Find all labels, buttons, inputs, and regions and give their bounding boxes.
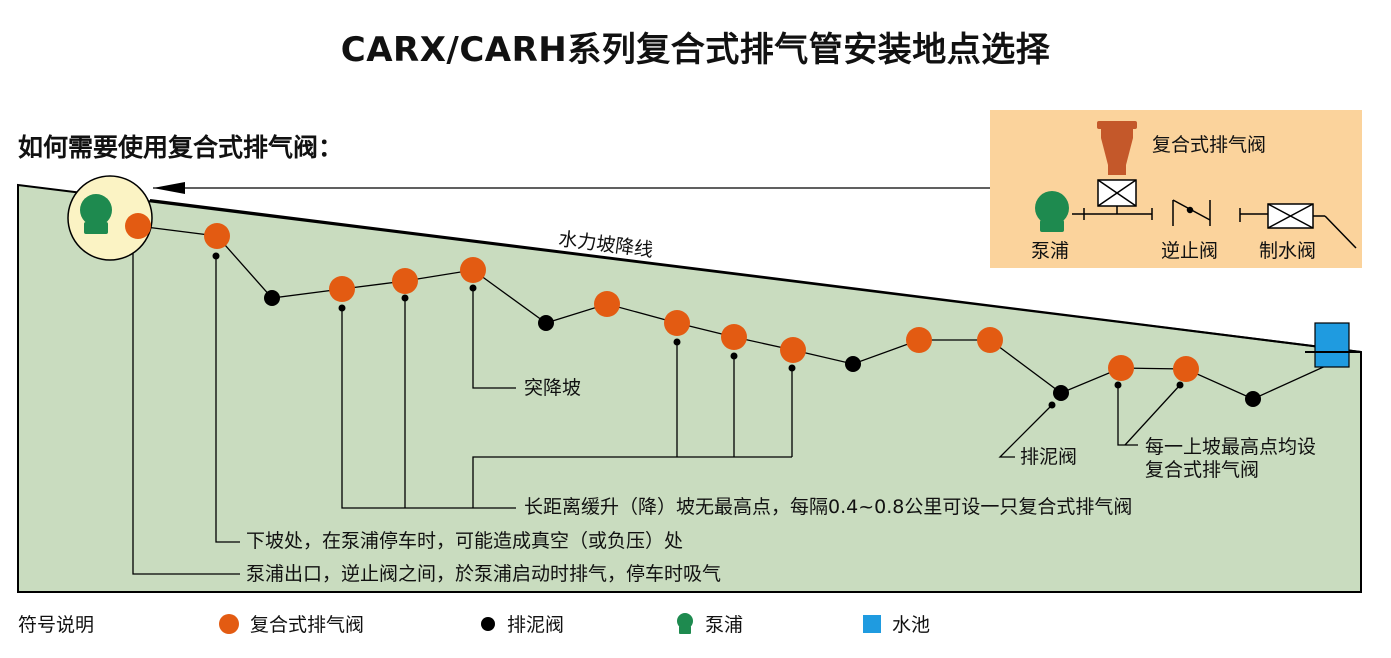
annotation-each-peak-line2: 复合式排气阀 xyxy=(1145,459,1260,481)
annotation-downslope: 下坡处，在泵浦停车时，可能造成真空（或负压）处 xyxy=(246,530,684,552)
inset-pump-label: 泵浦 xyxy=(1031,240,1070,262)
leader-lines xyxy=(132,187,1181,575)
orange-dot-icon xyxy=(219,613,239,634)
inset-panel xyxy=(990,110,1362,268)
leader-anchor-dot xyxy=(1176,381,1184,389)
inset-air-valve-icon xyxy=(1097,121,1137,175)
air-valve-marker xyxy=(460,257,486,283)
air-valve-marker xyxy=(392,268,418,294)
air-valve-marker xyxy=(721,324,747,350)
valve-markers xyxy=(125,213,1261,409)
inset-gate-valve-label: 制水阀 xyxy=(1259,240,1317,262)
legend-pump-text: 泵浦 xyxy=(705,614,744,636)
legend-title-text: 符号说明 xyxy=(18,614,95,636)
legend-drain-valve-text: 排泥阀 xyxy=(507,614,565,636)
page-title: CARX/CARH系列复合式排气管安装地点选择 xyxy=(340,30,1051,70)
drain-valve-marker xyxy=(264,290,280,306)
legend-air-valve: 复合式排气阀 xyxy=(218,610,364,637)
green-pump-icon xyxy=(677,612,693,634)
drain-valve-marker xyxy=(1053,385,1069,401)
hydraulic-grade-line xyxy=(149,199,1362,353)
leader-anchor-dot xyxy=(469,284,477,292)
blue-square-icon xyxy=(863,614,881,633)
inset-check-valve-icon xyxy=(1172,199,1211,226)
air-valve-marker xyxy=(1173,356,1199,382)
inset-gate-valve-icon xyxy=(1239,203,1357,249)
leader-anchor-dot xyxy=(338,304,346,312)
legend-drain-valve: 排泥阀 xyxy=(479,610,564,637)
pump-icon xyxy=(80,194,112,234)
air-valve-marker xyxy=(125,213,151,239)
leader-anchor-dot xyxy=(212,252,220,260)
inset-pump-icon xyxy=(1035,191,1069,232)
legend-reservoir: 水池 xyxy=(862,610,930,637)
annotation-pump-outlet: 泵浦出口，逆止阀之间，於泵浦启动时排气，停车时吸气 xyxy=(246,563,722,585)
annotation-long-distance: 长距离缓升（降）坡无最高点，每隔0.4~0.8公里可设一只复合式排气阀 xyxy=(524,496,1133,518)
reservoir-icon xyxy=(1314,322,1350,368)
black-dot-icon xyxy=(481,616,495,631)
drain-valve-marker xyxy=(538,315,554,331)
drain-valve-marker xyxy=(1245,391,1261,407)
legend-reservoir-text: 水池 xyxy=(892,614,931,636)
air-valve-marker xyxy=(204,223,230,249)
air-valve-marker xyxy=(977,327,1003,353)
inset-air-valve-label: 复合式排气阀 xyxy=(1152,134,1267,156)
air-valve-marker xyxy=(329,276,355,302)
leader-anchor-dot xyxy=(730,352,738,360)
legend-air-valve-text: 复合式排气阀 xyxy=(250,614,365,636)
page-subtitle: 如何需要使用复合式排气阀： xyxy=(18,133,344,162)
air-valve-marker xyxy=(664,310,690,336)
annotation-sudden-drop: 突降坡 xyxy=(524,377,582,399)
annotation-each-peak-line1: 每一上坡最高点均设 xyxy=(1145,436,1317,458)
leader-anchor-dot xyxy=(788,364,796,372)
leader-anchor-dot xyxy=(1114,381,1122,389)
air-valve-marker xyxy=(1108,355,1134,381)
inset-check-valve-label: 逆止阀 xyxy=(1161,240,1219,262)
drain-valve-marker xyxy=(845,356,861,372)
arrow-head xyxy=(153,182,185,194)
air-valve-marker xyxy=(906,327,932,353)
legend-pump: 泵浦 xyxy=(675,610,743,637)
annotation-drain-valve: 排泥阀 xyxy=(1020,446,1078,468)
leader-anchor-dot xyxy=(401,294,409,302)
air-valve-marker xyxy=(594,291,620,317)
legend: 符号说明 复合式排气阀 排泥阀 泵浦 水池 xyxy=(0,606,1391,640)
leader-anchor-dot xyxy=(1048,401,1056,409)
inset-gate-box xyxy=(1097,179,1137,207)
inset-pipe xyxy=(1072,206,1153,220)
leader-anchor-dot xyxy=(673,338,681,346)
air-valve-marker xyxy=(780,337,806,363)
legend-title: 符号说明 xyxy=(18,610,94,637)
